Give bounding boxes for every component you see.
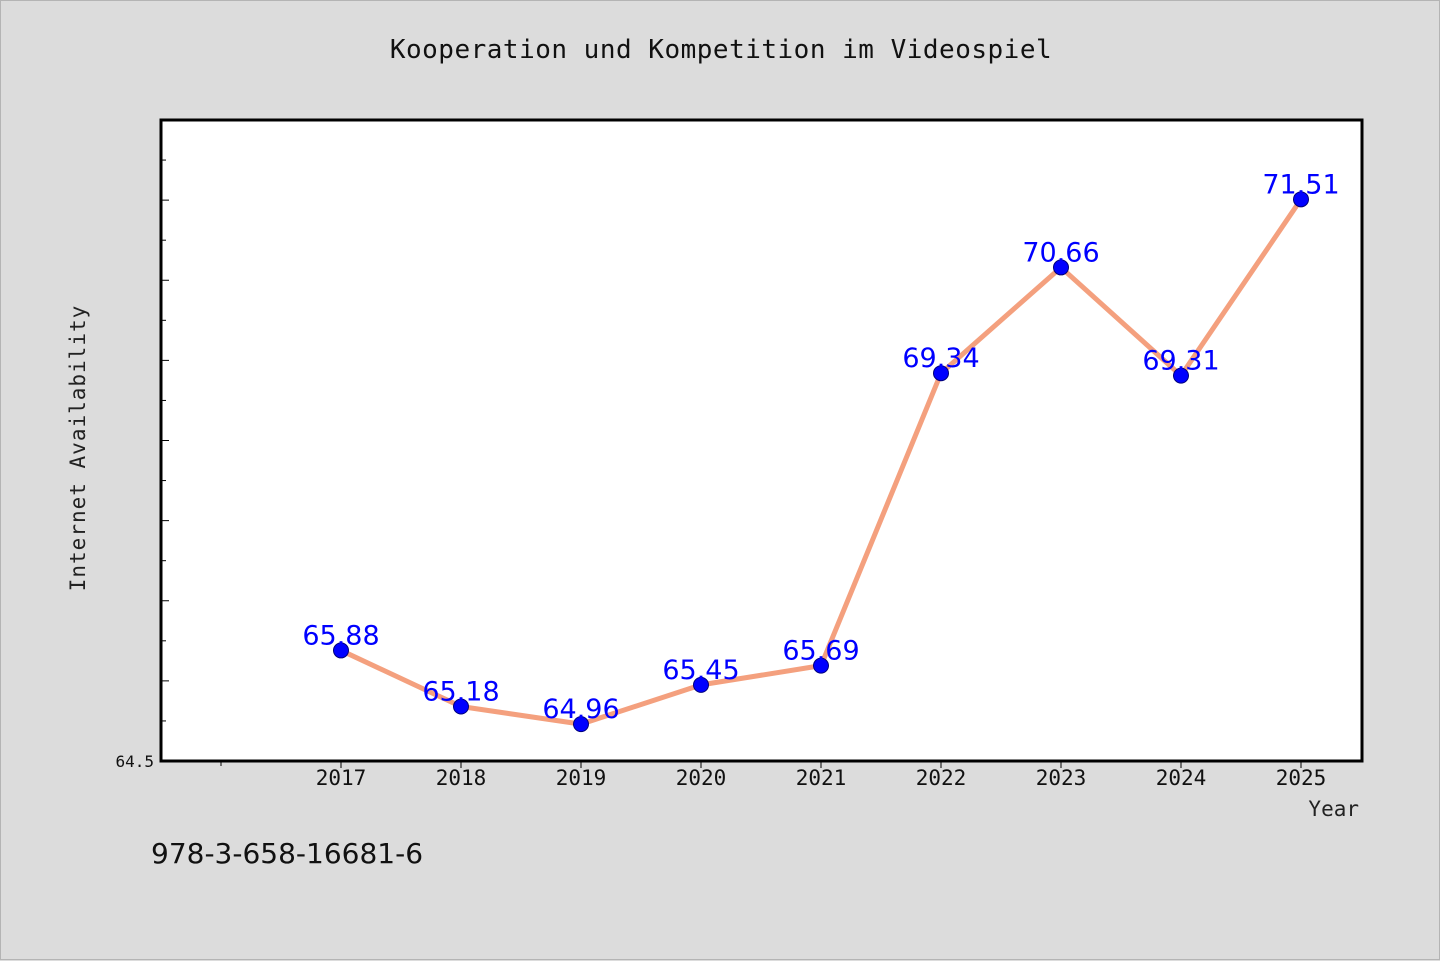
x-axis-ticks bbox=[220, 761, 1302, 768]
x-tick-label: 2025 bbox=[1276, 766, 1327, 790]
series-markers bbox=[333, 191, 1309, 733]
plot-area bbox=[159, 118, 1364, 763]
data-point bbox=[333, 642, 349, 659]
x-tick-label: 2019 bbox=[556, 766, 607, 790]
data-label: 69.34 bbox=[902, 343, 979, 374]
y-tick-label-min: 64.5 bbox=[115, 752, 154, 771]
data-point bbox=[1293, 191, 1309, 208]
x-tick-label: 2018 bbox=[436, 766, 487, 790]
x-axis-tick-labels: 2017 2018 2019 2020 2021 2022 2023 2024 2025 bbox=[316, 766, 1327, 790]
x-tick-label: 2021 bbox=[796, 766, 847, 790]
isbn-code: 978-3-658-16681-6 bbox=[151, 837, 424, 870]
data-point bbox=[573, 716, 589, 733]
data-point bbox=[1173, 367, 1189, 384]
data-label: 65.88 bbox=[302, 620, 379, 651]
x-tick-label: 2017 bbox=[316, 766, 367, 790]
data-point bbox=[1053, 259, 1069, 276]
x-axis-label: Year bbox=[1308, 797, 1359, 821]
x-tick-label: 2024 bbox=[1156, 766, 1207, 790]
data-point bbox=[813, 657, 829, 674]
data-point bbox=[453, 698, 469, 715]
data-label: 65.69 bbox=[782, 636, 859, 667]
y-axis-ticks bbox=[161, 159, 169, 762]
data-label: 69.31 bbox=[1142, 346, 1219, 377]
data-point bbox=[693, 676, 709, 693]
data-point bbox=[933, 365, 949, 382]
x-tick-label: 2020 bbox=[676, 766, 727, 790]
data-label: 65.45 bbox=[662, 655, 739, 686]
x-tick-label: 2022 bbox=[916, 766, 967, 790]
data-label: 71.51 bbox=[1262, 169, 1339, 200]
data-labels: 65.88 65.18 64.96 65.45 65.69 69.34 70.66 69.31… bbox=[302, 169, 1339, 725]
chart-title: Kooperation und Kompetition im Videospie… bbox=[389, 35, 1053, 65]
data-label: 65.18 bbox=[422, 677, 499, 708]
data-label: 70.66 bbox=[1022, 237, 1099, 268]
x-tick-label: 2023 bbox=[1036, 766, 1087, 790]
data-label: 64.96 bbox=[542, 694, 619, 725]
